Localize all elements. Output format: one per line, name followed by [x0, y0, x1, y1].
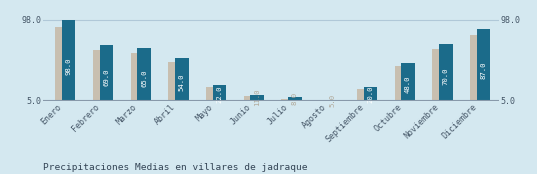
Bar: [175, 58, 188, 100]
Text: 70.0: 70.0: [443, 68, 449, 85]
Bar: [250, 95, 264, 100]
Text: 65.0: 65.0: [141, 70, 147, 87]
Text: 48.0: 48.0: [405, 76, 411, 93]
Text: 87.0: 87.0: [481, 62, 487, 79]
Text: 69.0: 69.0: [103, 68, 110, 86]
Text: 11.0: 11.0: [254, 89, 260, 106]
Text: 5.0: 5.0: [330, 93, 336, 107]
Bar: [470, 35, 487, 100]
Bar: [244, 96, 260, 100]
Bar: [281, 98, 298, 100]
Bar: [401, 63, 415, 100]
Bar: [477, 29, 490, 100]
Text: 22.0: 22.0: [216, 85, 222, 103]
Bar: [357, 89, 373, 100]
Bar: [99, 45, 113, 100]
Bar: [432, 49, 449, 100]
Bar: [213, 85, 226, 100]
Bar: [206, 87, 222, 100]
Bar: [439, 44, 453, 100]
Text: 20.0: 20.0: [367, 86, 373, 103]
Bar: [168, 62, 185, 100]
Bar: [62, 20, 75, 100]
Bar: [364, 87, 377, 100]
Bar: [395, 66, 411, 100]
Text: 54.0: 54.0: [179, 74, 185, 91]
Bar: [137, 48, 151, 100]
Bar: [319, 100, 336, 101]
Bar: [288, 97, 302, 100]
Bar: [130, 53, 147, 100]
Bar: [93, 50, 109, 100]
Bar: [55, 27, 71, 100]
Text: 98.0: 98.0: [66, 58, 71, 75]
Text: 8.0: 8.0: [292, 92, 298, 105]
Text: Precipitaciones Medias en villares de jadraque: Precipitaciones Medias en villares de ja…: [43, 163, 308, 172]
